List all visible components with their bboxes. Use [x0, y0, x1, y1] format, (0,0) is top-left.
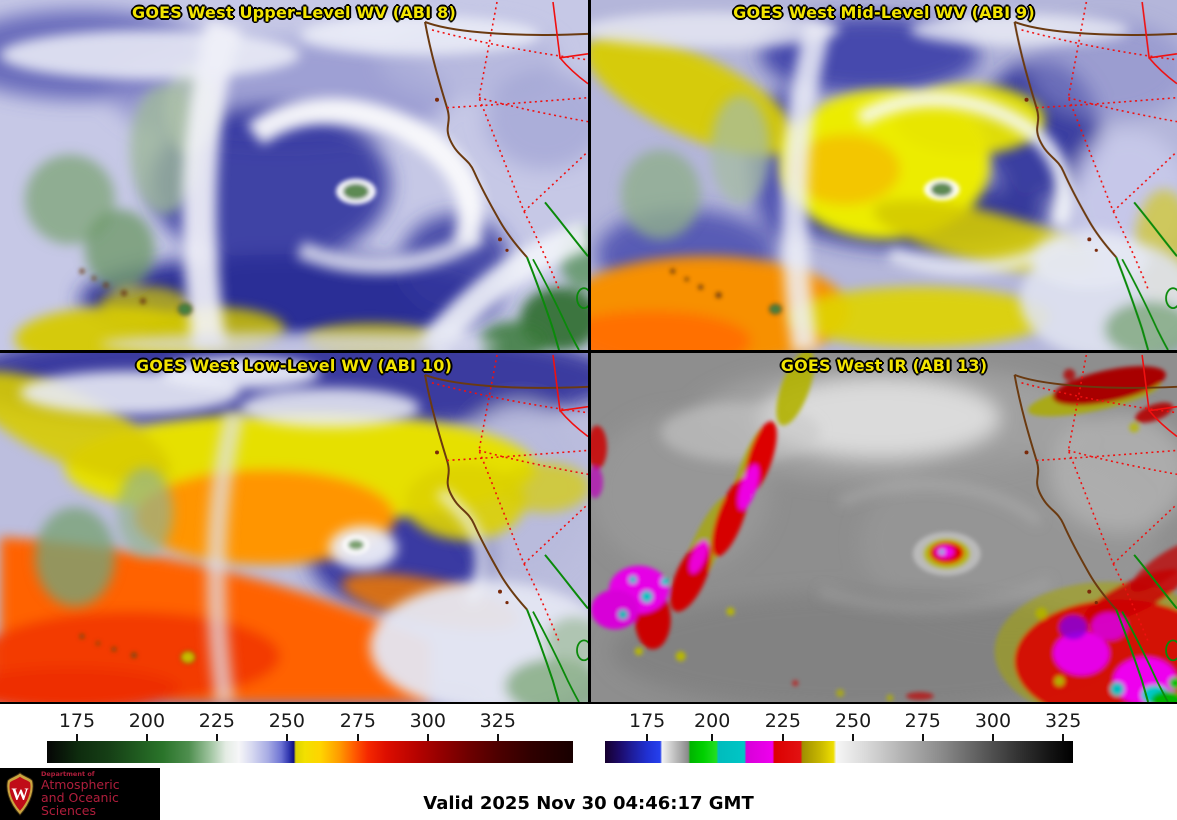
tick-mark [921, 734, 924, 741]
panel-title-abi10: GOES West Low-Level WV (ABI 10) [135, 356, 453, 375]
uw-crest-icon: W [6, 772, 34, 816]
tick-label: 325 [479, 710, 516, 732]
panel-upper-level-wv: GOES West Upper-Level WV (ABI 8) [0, 0, 588, 350]
satellite-image-abi8 [0, 0, 588, 350]
tick-label: 225 [764, 710, 801, 732]
tick-mark [426, 734, 429, 741]
tick-label: 275 [904, 710, 941, 732]
tick-label: 175 [628, 710, 666, 732]
panel-mid-level-wv: GOES West Mid-Level WV (ABI 9) [591, 0, 1177, 350]
tick-mark [646, 734, 649, 741]
panel-title-abi13: GOES West IR (ABI 13) [780, 356, 988, 375]
satellite-image-abi10 [0, 353, 588, 702]
tick-label: 250 [834, 710, 872, 732]
scattered-cold-tops [792, 680, 934, 702]
tick-label: 225 [198, 710, 236, 732]
uw-monogram: W [11, 785, 28, 804]
ir-gradient-bar [605, 741, 1073, 763]
cloud-layer [0, 14, 588, 350]
tick-label: 200 [694, 710, 731, 732]
satellite-image-abi13 [591, 353, 1177, 702]
tick-label: 275 [339, 710, 376, 732]
valid-time-label: Valid 2025 Nov 30 04:46:17 GMT [423, 793, 754, 814]
panel-low-level-wv: GOES West Low-Level WV (ABI 10) [0, 353, 588, 702]
storm-center-blob [912, 531, 981, 576]
water-vapor-gradient-bar [47, 741, 573, 763]
tick-label: 325 [1045, 710, 1082, 732]
tick-mark [496, 734, 499, 741]
tick-mark [145, 734, 148, 741]
convection-southeast [994, 541, 1177, 702]
panel-title-abi9: GOES West Mid-Level WV (ABI 9) [733, 3, 1035, 22]
logo-name-line2: and Oceanic Sciences [41, 789, 119, 818]
logo-dept-line: Department of [41, 769, 95, 778]
tick-label: 200 [128, 710, 166, 732]
panel-ir: GOES West IR (ABI 13) [591, 353, 1177, 702]
colorbar-ir: 175 200 225 250 275 300 325 [605, 710, 1081, 766]
tick-mark [215, 734, 218, 741]
tick-mark [356, 734, 359, 741]
tick-label: 250 [268, 710, 305, 732]
tick-mark [711, 734, 714, 741]
tick-label: 175 [58, 710, 96, 732]
cloud-layer [20, 356, 588, 702]
tick-mark [991, 734, 994, 741]
logo-text: Department of Atmospheric and Oceanic Sc… [41, 769, 160, 818]
tick-mark [75, 734, 78, 741]
aos-department-logo: W Department of Atmospheric and Oceanic … [0, 768, 160, 820]
low-center-and-islands [79, 178, 376, 316]
low-center-and-islands [670, 178, 960, 315]
cold-front-band [591, 353, 815, 662]
tick-label: 300 [409, 710, 446, 732]
colorbar-water-vapor: 175 200 225 250 275 300 325 [47, 710, 573, 766]
tick-label: 300 [974, 710, 1012, 732]
tick-mark [1062, 734, 1065, 741]
panel-title-abi8: GOES West Upper-Level WV (ABI 8) [132, 3, 456, 22]
logo-name-line1: Atmospheric [41, 776, 120, 792]
tick-mark [781, 734, 784, 741]
satellite-quad-grid: GOES West Upper-Level WV (ABI 8) [0, 0, 1177, 704]
cloud-layer [591, 11, 1177, 350]
tick-mark [285, 734, 288, 741]
satellite-image-abi9 [591, 0, 1177, 350]
tick-mark [852, 734, 855, 741]
low-center-and-islands [79, 535, 369, 664]
